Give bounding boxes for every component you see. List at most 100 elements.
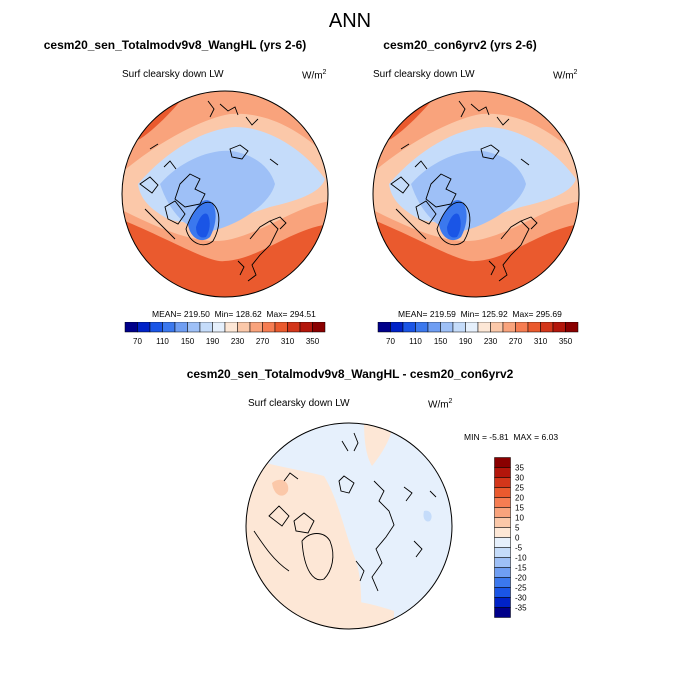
colorbar-1: 70 110 150 190 230 270 310 350: [124, 322, 326, 346]
colorbar-swatch: [262, 322, 276, 333]
colorbar-swatch: [274, 322, 288, 333]
field-0-to-5-north: [364, 423, 394, 466]
colorbar-tick-label: 350: [306, 337, 320, 346]
colorbar-tick-label: 270: [256, 337, 270, 346]
colorbar-tick-label: -10: [515, 554, 527, 563]
field-310-350-south: [122, 219, 328, 297]
panel-2-variable: Surf clearsky down LW: [373, 69, 475, 80]
colorbar-tick-label: -35: [515, 604, 527, 613]
diff-map: [245, 422, 453, 630]
colorbar-swatch: [494, 467, 511, 478]
panel-1-max: 294.51: [289, 309, 316, 319]
colorbar-tick-label: -20: [515, 574, 527, 583]
colorbar-tick-label: 110: [156, 337, 169, 346]
coastlines: [253, 432, 437, 592]
panel-2-units: W/m2: [553, 69, 578, 82]
panel-1-mean: 219.50: [183, 309, 210, 319]
colorbar-tick-label: 25: [515, 484, 524, 493]
colorbar-swatch: [494, 537, 511, 548]
colorbar-swatch: [137, 322, 151, 333]
panel-2-max: 295.69: [535, 309, 562, 319]
colorbar-tick-label: -30: [515, 594, 527, 603]
colorbar-tick-label: 10: [515, 514, 524, 523]
field-0-to-5-west: [246, 456, 364, 629]
colorbar-tick-label: -15: [515, 564, 527, 573]
panel-1-map: [121, 90, 329, 298]
field-310-350-south: [373, 219, 579, 297]
colorbar-swatch: [494, 587, 511, 598]
colorbar-swatch: [415, 322, 429, 333]
panel-1-units: W/m2: [302, 69, 327, 82]
colorbar-swatch: [494, 457, 511, 468]
colorbar-tick-label: 150: [181, 337, 195, 346]
colorbar-swatch: [515, 322, 529, 333]
colorbar-swatch: [494, 557, 511, 568]
colorbar-tick-label: 20: [515, 494, 524, 503]
colorbar-tick-label: 310: [534, 337, 548, 346]
colorbar-swatch: [199, 322, 213, 333]
coastlines: [390, 100, 538, 282]
colorbar-swatch: [494, 477, 511, 488]
panel-2-stats: MEAN= 219.59 Min= 125.92 Max= 295.69: [398, 309, 562, 319]
diff-title: cesm20_sen_Totalmodv9v8_WangHL - cesm20_…: [186, 367, 514, 381]
field-150-190: [411, 150, 526, 232]
colorbar-swatch: [552, 322, 566, 333]
colorbar-tick-label: 350: [559, 337, 573, 346]
field-0-to-5-south: [304, 599, 394, 629]
colorbar-swatch: [124, 322, 138, 333]
panel-2-mean: 219.59: [429, 309, 456, 319]
colorbar-swatch: [494, 597, 511, 608]
map-boundary: [121, 90, 329, 298]
colorbar-swatch: [187, 322, 201, 333]
panel-1-variable: Surf clearsky down LW: [122, 69, 224, 80]
colorbar-swatch: [494, 567, 511, 578]
colorbar-tick-label: 270: [509, 337, 523, 346]
colorbar-swatch: [377, 322, 391, 333]
colorbar-swatch: [212, 322, 226, 333]
colorbar-swatch: [174, 322, 188, 333]
colorbar-swatch: [299, 322, 313, 333]
colorbar-tick-label: 5: [515, 524, 520, 533]
main-title: ANN: [328, 10, 372, 32]
colorbar-tick-label: 230: [484, 337, 498, 346]
colorbar-swatch: [494, 547, 511, 558]
colorbar-tick-label: 15: [515, 504, 524, 513]
diff-min: -5.81: [489, 432, 509, 442]
colorbar-swatch: [402, 322, 416, 333]
colorbar-tick-label: 190: [206, 337, 220, 346]
colorbar-tick-label: 0: [515, 534, 520, 543]
colorbar-swatch: [494, 497, 511, 508]
field-minus5-to-minus10: [423, 510, 432, 522]
colorbar-swatch: [427, 322, 441, 333]
colorbar-swatch: [540, 322, 554, 333]
colorbar-2: 70 110 150 190 230 270 310 350: [377, 322, 579, 346]
colorbar-swatch: [452, 322, 466, 333]
diff-variable: Surf clearsky down LW: [248, 398, 350, 409]
colorbar-swatch: [440, 322, 454, 333]
colorbar-swatch: [494, 517, 511, 528]
panel-2-min: 125.92: [481, 309, 508, 319]
diff-units: W/m2: [428, 398, 453, 411]
colorbar-tick-label: 35: [515, 464, 524, 473]
diff-max: 6.03: [541, 432, 559, 442]
colorbar-swatch: [149, 322, 163, 333]
colorbar-swatch: [565, 322, 579, 333]
panel-1-title: cesm20_sen_Totalmodv9v8_WangHL (yrs 2-6): [43, 38, 307, 52]
panel-2-map: [372, 90, 580, 298]
colorbar-swatch: [502, 322, 516, 333]
colorbar-swatch: [490, 322, 504, 333]
colorbar-swatch: [249, 322, 263, 333]
colorbar-swatch: [390, 322, 404, 333]
colorbar-swatch: [527, 322, 541, 333]
colorbar-swatch: [494, 487, 511, 498]
field-greenland-min: [447, 213, 461, 238]
map-boundary: [245, 422, 453, 630]
panel-2-title: cesm20_con6yrv2 (yrs 2-6): [383, 38, 537, 52]
colorbar-tick-label: 230: [231, 337, 245, 346]
colorbar-swatch: [162, 322, 176, 333]
colorbar-swatch: [477, 322, 491, 333]
colorbar-swatch: [494, 577, 511, 588]
colorbar-swatch: [237, 322, 251, 333]
colorbar-tick-label: 30: [515, 474, 524, 483]
